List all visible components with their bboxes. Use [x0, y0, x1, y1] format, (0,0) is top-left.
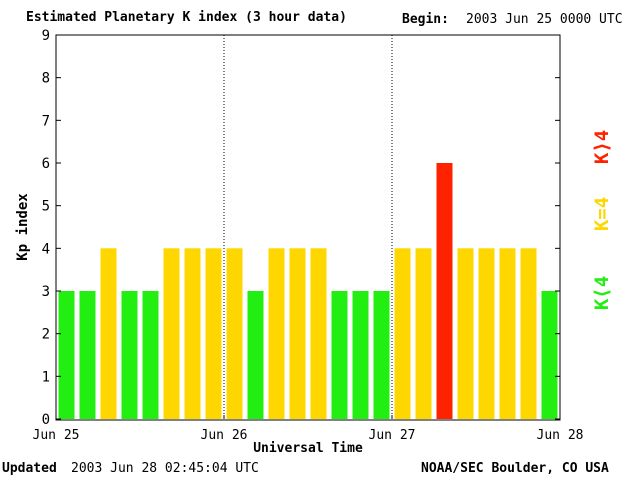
x-axis-ticks: Jun 25 Jun 26 Jun 27 Jun 28 [33, 415, 584, 443]
kp-bar-5 [142, 291, 159, 419]
legend-item-1: K⟨4 [591, 276, 613, 310]
kp-bar-17 [394, 248, 411, 419]
begin-label: Begin: [402, 12, 449, 27]
credit-text: NOAA/SEC Boulder, CO USA [421, 461, 609, 476]
x-tick-label-0: Jun 25 [33, 428, 80, 443]
legend-item-3: K⟩4 [591, 130, 613, 164]
y-tick-label-8: 8 [42, 71, 50, 87]
y-tick-label-1: 1 [42, 369, 50, 385]
y-axis-label: Kp index [15, 193, 31, 261]
kp-bar-7 [184, 248, 201, 419]
kp-bar-23 [520, 248, 537, 419]
x-axis-label: Universal Time [253, 441, 363, 456]
kp-bar-22 [499, 248, 516, 419]
legend-item-2: K=4 [591, 197, 613, 231]
begin-value: 2003 Jun 25 0000 UTC [466, 12, 623, 27]
kp-bar-13 [310, 248, 327, 419]
y-tick-label-3: 3 [42, 284, 50, 300]
y-tick-label-0: 0 [42, 412, 50, 428]
kp-bar-16 [373, 291, 390, 419]
bars-group [58, 163, 558, 419]
kp-bar-21 [478, 248, 495, 419]
kp-bar-15 [352, 291, 369, 419]
kp-bar-24 [541, 291, 558, 419]
y-tick-label-4: 4 [42, 241, 50, 257]
kp-index-chart: 0 1 2 3 4 5 6 7 8 9 Jun 25 Jun 26 Jun 27 Jun 28 Kp i… [15, 28, 613, 456]
kp-bar-12 [289, 248, 306, 419]
updated-value: 2003 Jun 28 02:45:04 UTC [71, 461, 259, 476]
kp-bar-8 [205, 248, 222, 419]
kp-bar-10 [247, 291, 264, 419]
y-tick-label-7: 7 [42, 113, 50, 129]
y-tick-label-5: 5 [42, 199, 50, 215]
kp-bar-20 [457, 248, 474, 419]
kp-bar-1 [58, 291, 75, 419]
plot-frame [55, 34, 561, 421]
legend: K⟨4 K=4 K⟩4 [591, 130, 613, 310]
chart-title: Estimated Planetary K index (3 hour data… [26, 10, 347, 25]
x-tick-label-3: Jun 28 [537, 428, 584, 443]
y-tick-label-9: 9 [42, 28, 50, 44]
kp-bar-11 [268, 248, 285, 419]
kp-bar-6 [163, 248, 180, 419]
x-tick-label-1: Jun 26 [201, 428, 248, 443]
kp-bar-2 [79, 291, 96, 419]
y-axis-ticks: 0 1 2 3 4 5 6 7 8 9 [42, 28, 560, 428]
y-tick-label-6: 6 [42, 156, 50, 172]
kp-bar-9 [226, 248, 243, 419]
kp-bar-19 [436, 163, 453, 419]
updated-label: Updated [2, 461, 57, 476]
kp-bar-3 [100, 248, 117, 419]
day-gridlines [223, 35, 393, 419]
kp-bar-18 [415, 248, 432, 419]
x-tick-label-2: Jun 27 [369, 428, 416, 443]
kp-bar-4 [121, 291, 138, 419]
kp-bar-14 [331, 291, 348, 419]
y-tick-label-2: 2 [42, 327, 50, 343]
